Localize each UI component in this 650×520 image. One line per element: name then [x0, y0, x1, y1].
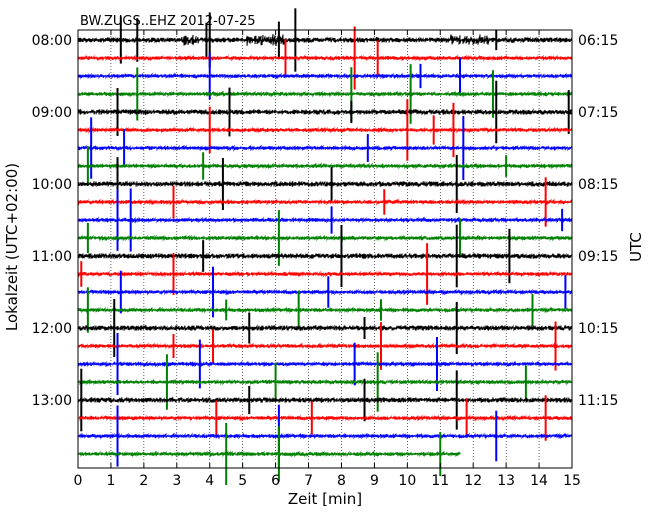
x-tick-label: 2 — [139, 473, 148, 489]
trace-row — [77, 266, 573, 318]
trace-line — [77, 216, 573, 224]
trace-line — [77, 432, 573, 440]
right-tick-label: 11:15 — [578, 393, 618, 409]
chart-title: BW.ZUGS..EHZ 2012-07-25 — [80, 14, 256, 29]
trace-row — [77, 146, 573, 186]
left-axis-label: Lokalzeit (UTC+02:00) — [3, 163, 21, 331]
right-tick-label: 10:15 — [578, 321, 618, 337]
x-tick-label: 12 — [464, 473, 482, 489]
left-tick-label: 09:00 — [32, 105, 72, 121]
trace-line — [77, 288, 573, 296]
trace-line — [77, 180, 573, 188]
plot-frame — [77, 29, 573, 469]
x-axis: 0 1 2 3 4 5 6 7 8 9 10 11 12 13 14 15 — [74, 30, 581, 489]
trace-row — [77, 26, 573, 90]
trace-line — [77, 252, 573, 260]
trace-line — [77, 324, 573, 332]
left-axis: 08:00 09:00 10:00 11:00 12:00 13:00 — [32, 33, 83, 409]
right-tick-label: 08:15 — [578, 177, 618, 193]
trace-line — [77, 378, 573, 386]
x-tick-label: 13 — [497, 473, 515, 489]
trace-line — [77, 54, 573, 62]
trace-row — [77, 177, 573, 227]
x-tick-label: 9 — [370, 473, 379, 489]
trace-line — [77, 144, 573, 152]
trace-row — [77, 287, 573, 333]
trace-row — [77, 8, 573, 72]
trace-row — [77, 116, 573, 180]
right-tick-label: 06:15 — [578, 33, 618, 49]
trace-group — [77, 8, 573, 486]
left-tick-label: 10:00 — [32, 177, 72, 193]
trace-line — [77, 450, 461, 458]
trace-row — [77, 210, 573, 266]
x-tick-label: 1 — [106, 473, 115, 489]
x-tick-label: 14 — [530, 473, 548, 489]
trace-line — [77, 360, 573, 368]
trace-row — [77, 52, 573, 100]
x-tick-label: 7 — [304, 473, 313, 489]
right-axis-label: UTC — [627, 232, 645, 262]
right-axis: 06:15 07:15 08:15 09:15 10:15 11:15 — [567, 33, 618, 409]
trace-line — [77, 396, 573, 404]
x-tick-label: 4 — [205, 473, 214, 489]
x-tick-label: 10 — [398, 473, 416, 489]
trace-row — [77, 188, 573, 252]
trace-line — [77, 306, 573, 314]
trace-row — [77, 243, 573, 305]
x-tick-label: 8 — [337, 473, 346, 489]
trace-row — [77, 422, 461, 486]
trace-line — [77, 414, 573, 422]
trace-line — [77, 162, 573, 170]
trace-line — [77, 34, 573, 47]
left-tick-label: 13:00 — [32, 393, 72, 409]
x-tick-label: 15 — [563, 473, 581, 489]
left-tick-label: 11:00 — [32, 249, 72, 265]
x-tick-label: 3 — [172, 473, 181, 489]
trace-line — [77, 72, 573, 80]
trace-row — [77, 332, 573, 396]
trace-line — [77, 126, 573, 134]
trace-row — [77, 298, 573, 358]
x-tick-label: 11 — [431, 473, 449, 489]
right-tick-label: 09:15 — [578, 249, 618, 265]
trace-row — [77, 395, 573, 441]
right-tick-label: 07:15 — [578, 105, 618, 121]
left-tick-label: 12:00 — [32, 321, 72, 337]
trace-line — [77, 90, 573, 98]
trace-line — [77, 270, 573, 278]
x-tick-label: 0 — [74, 473, 83, 489]
left-tick-label: 08:00 — [32, 33, 72, 49]
trace-line — [77, 108, 573, 116]
x-tick-label: 5 — [238, 473, 247, 489]
x-tick-label: 6 — [271, 473, 280, 489]
trace-row — [77, 80, 573, 144]
trace-line — [77, 198, 573, 206]
trace-line — [77, 342, 573, 350]
trace-line — [77, 234, 573, 242]
x-axis-label: Zeit [min] — [288, 490, 362, 508]
